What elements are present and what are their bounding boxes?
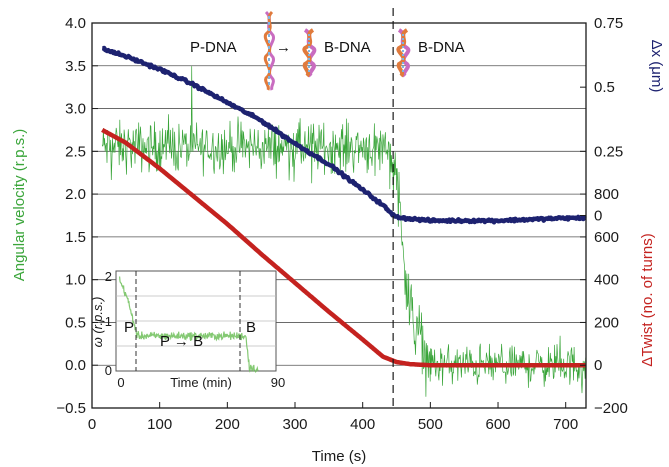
y-right-top-tick-label: 0.5: [594, 79, 615, 96]
y-right-top-axis-ticks: 0 0.25 0.5 0.75: [580, 15, 623, 225]
series-delta-x: [100, 45, 587, 225]
inset-label-b: B: [246, 319, 256, 336]
y-right-top-axis-title: Δx (μm): [648, 40, 665, 93]
b-dna-label-1: B-DNA: [324, 39, 371, 56]
p-dna-label: P-DNA: [190, 39, 237, 56]
y-left-tick-label: 0.5: [65, 314, 86, 331]
p-dna-helix-icon: [263, 10, 275, 91]
y-right-bottom-axis-ticks: −200 0 200 400 600 800: [580, 186, 628, 417]
y-right-bottom-tick-label: 400: [594, 272, 619, 289]
inset-grid: [116, 295, 276, 347]
x-tick-label: 300: [282, 416, 307, 433]
y-right-bottom-tick-label: 200: [594, 314, 619, 331]
inset-y-tick-2: 2: [105, 269, 112, 284]
y-right-top-tick-label: 0: [594, 208, 602, 225]
transition-arrow-glyph: →: [276, 39, 291, 56]
y-right-top-tick-label: 0.75: [594, 15, 623, 32]
delta-x-line: [100, 45, 587, 225]
dna-annotation: P-DNA → B-DNA B-DNA: [190, 10, 465, 91]
y-right-bottom-tick-label: 600: [594, 229, 619, 246]
x-tick-label: 600: [486, 416, 511, 433]
x-tick-label: 0: [88, 416, 96, 433]
inset-label-p: P: [124, 319, 134, 336]
series-angular-velocity: [101, 66, 587, 397]
b-dna-helix-icon-1: [302, 28, 317, 78]
inset-trace: [119, 276, 259, 373]
y-right-bottom-tick-label: 800: [594, 186, 619, 203]
y-right-bottom-tick-label: 0: [594, 357, 602, 374]
y-left-tick-label: 3.5: [65, 58, 86, 75]
inset-x-tick-90: 90: [271, 375, 285, 390]
y-right-top-tick-label: 0.25: [594, 143, 623, 160]
b-dna-label-2: B-DNA: [418, 39, 465, 56]
y-left-tick-label: 3.0: [65, 101, 86, 118]
x-tick-label: 200: [215, 416, 240, 433]
x-tick-label: 500: [418, 416, 443, 433]
y-left-axis-title: Angular velocity (r.p.s.): [11, 129, 28, 282]
y-right-bottom-axis-title: ΔTwist (no. of turns): [639, 233, 656, 366]
inset-y-axis-title: ω (r.p.s.): [90, 297, 105, 348]
x-axis-title: Time (s): [312, 448, 366, 465]
y-left-axis-ticks: −0.5 0.0 0.5 1.0 1.5 2.0 2.5 3.0 3.5 4.0: [56, 15, 98, 417]
x-axis-ticks: 0 100 200 300 400 500 600 700: [88, 402, 578, 433]
y-left-tick-label: 1.0: [65, 272, 86, 289]
inset-chart: P P → B B 2 1 0 0 90 Time (min) ω (r.p.s…: [90, 269, 285, 390]
angular-velocity-line: [101, 66, 587, 397]
y-left-tick-label: 2.0: [65, 186, 86, 203]
inset-x-axis-title: Time (min): [170, 375, 232, 390]
y-left-tick-label: −0.5: [56, 400, 86, 417]
series-delta-twist: [100, 127, 587, 368]
y-left-tick-label: 2.5: [65, 143, 86, 160]
inset-y-tick-0: 0: [105, 363, 112, 378]
delta-twist-line: [100, 127, 587, 368]
inset-x-tick-0: 0: [117, 375, 124, 390]
x-tick-label: 700: [553, 416, 578, 433]
inset-label-transition: P → B: [160, 333, 203, 350]
inset-angular-line: [119, 276, 259, 373]
y-left-tick-label: 1.5: [65, 229, 86, 246]
y-right-bottom-tick-label: −200: [594, 400, 628, 417]
inset-y-tick-1: 1: [105, 314, 112, 329]
x-tick-label: 100: [147, 416, 172, 433]
y-left-tick-label: 0.0: [65, 357, 86, 374]
y-left-tick-label: 4.0: [65, 15, 86, 32]
x-tick-label: 400: [350, 416, 375, 433]
b-dna-helix-icon-2: [396, 28, 411, 78]
